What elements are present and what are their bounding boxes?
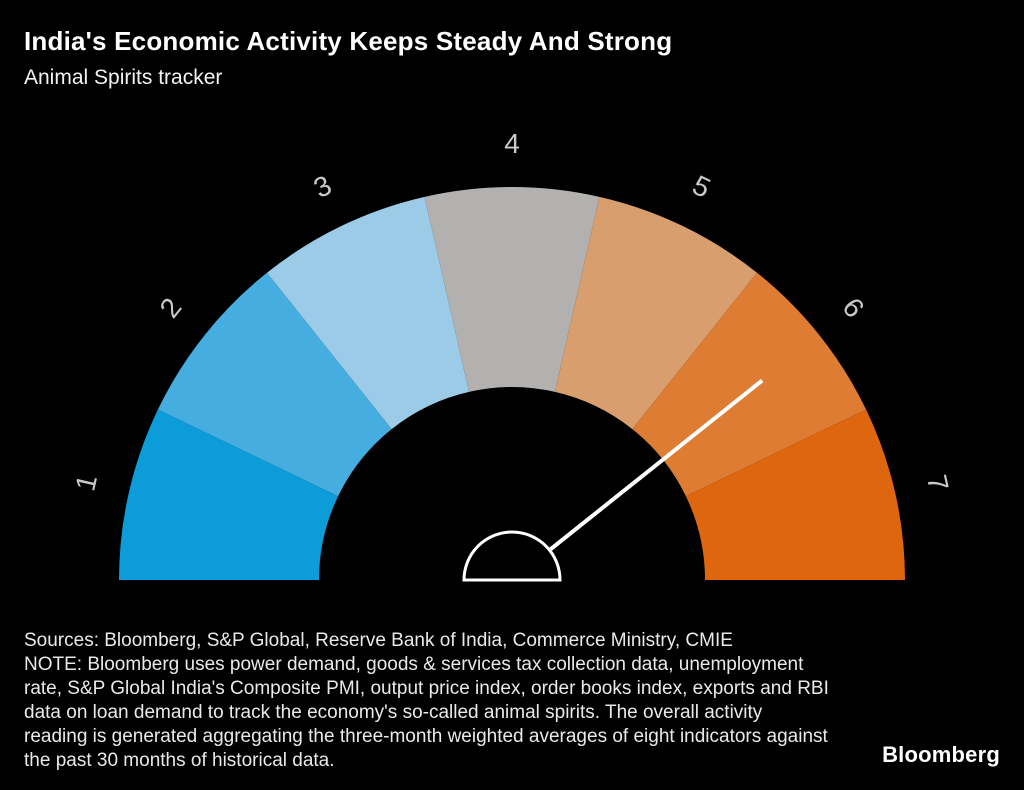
chart-footnote: Sources: Bloomberg, S&P Global, Reserve … xyxy=(24,629,829,773)
gauge-tick-label: 7 xyxy=(921,472,955,494)
gauge-needle xyxy=(510,378,764,582)
bloomberg-logo: Bloomberg xyxy=(882,742,1000,767)
gauge-segment-1 xyxy=(119,409,339,580)
gauge-segment-6 xyxy=(632,272,867,497)
gauge-tick-label: 3 xyxy=(309,169,336,204)
gauge-segment-3 xyxy=(266,196,470,430)
chart-subtitle: Animal Spirits tracker xyxy=(24,66,223,89)
gauge-segment-5 xyxy=(554,196,758,430)
sources-line: Sources: Bloomberg, S&P Global, Reserve … xyxy=(24,630,733,651)
gauge-tick-label: 1 xyxy=(69,472,103,494)
chart-header: India's Economic Activity Keeps Steady A… xyxy=(24,26,672,90)
gauge-segment-4 xyxy=(424,186,600,392)
gauge-segment-7 xyxy=(685,409,906,580)
gauge-hub xyxy=(462,530,562,582)
note-text: NOTE: Bloomberg uses power demand, goods… xyxy=(24,654,829,771)
gauge-tick-label: 2 xyxy=(154,292,188,324)
gauge-segment-2 xyxy=(157,272,392,497)
chart-title: India's Economic Activity Keeps Steady A… xyxy=(24,26,673,56)
gauge-tick-label: 4 xyxy=(504,128,520,159)
gauge-tick-label: 6 xyxy=(836,292,870,324)
gauge-tick-label: 5 xyxy=(688,169,715,204)
